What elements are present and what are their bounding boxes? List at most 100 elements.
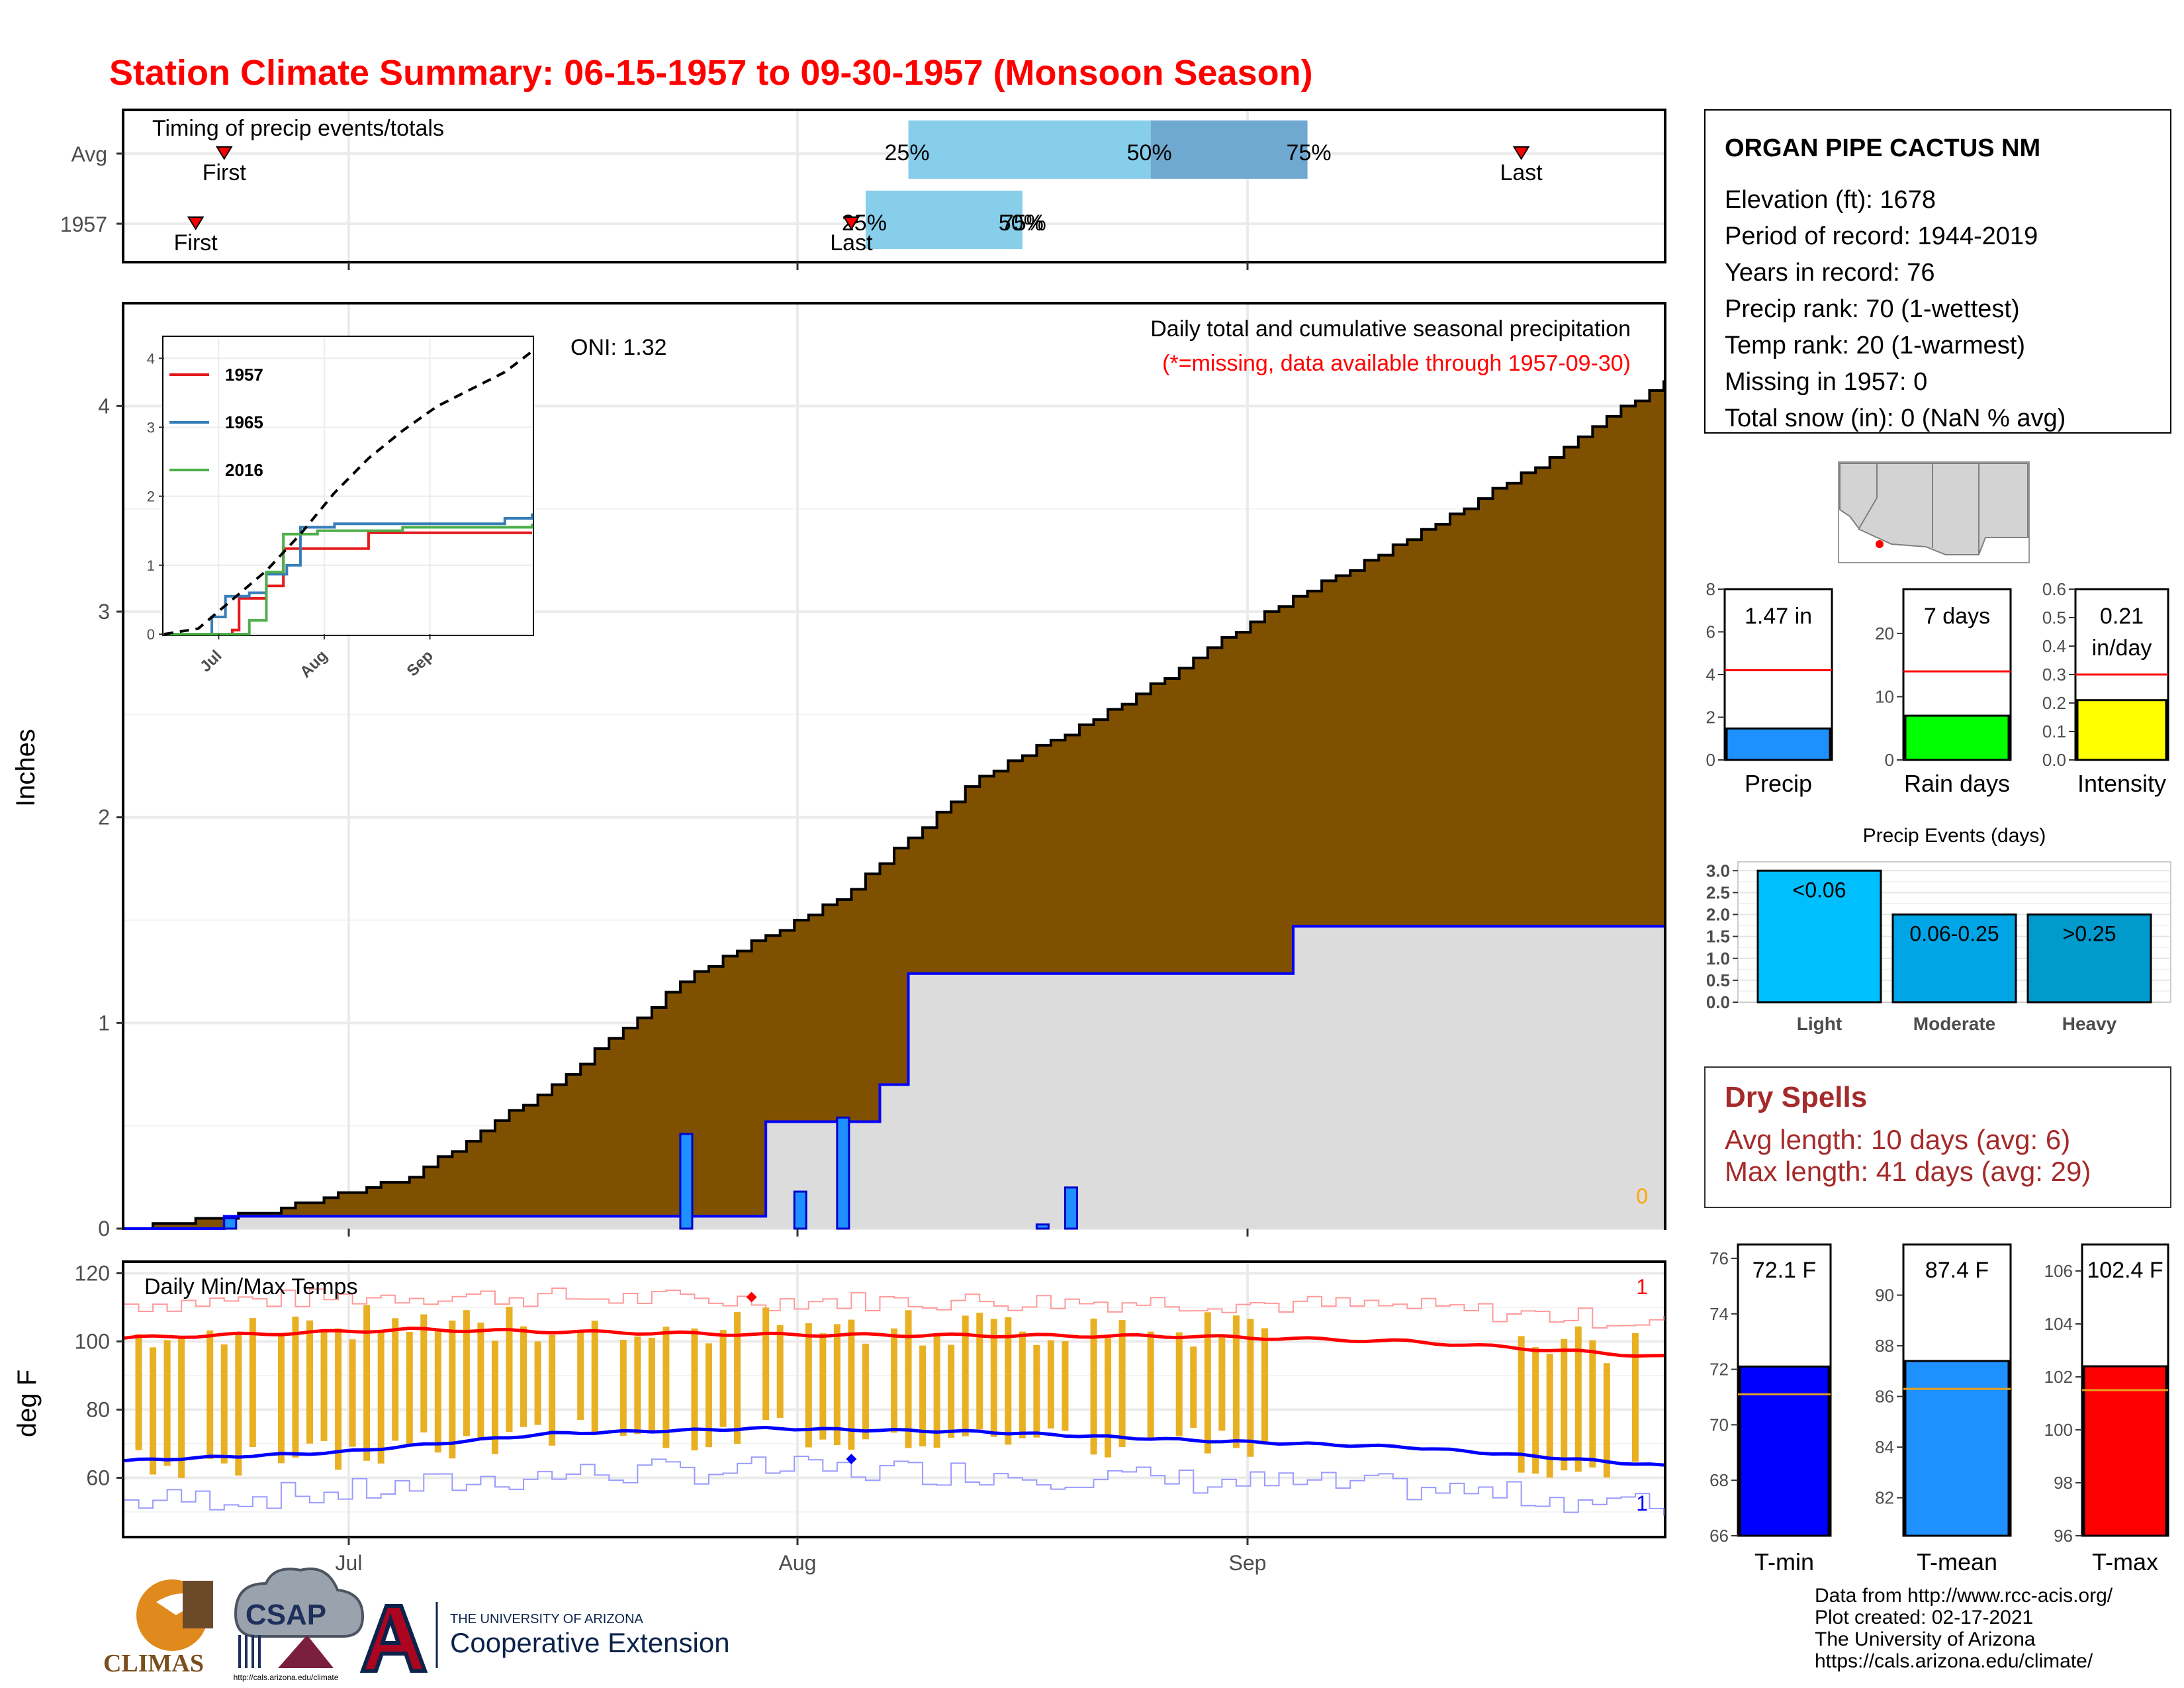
stat-bar-value-unit: in/day [2092, 635, 2152, 661]
temp-bar-fill [1904, 1360, 2010, 1537]
daily-temp-range-bar [591, 1321, 598, 1435]
daily-temp-range-bar [819, 1333, 827, 1440]
daily-temp-range-bar [948, 1344, 955, 1438]
inset-y-tick-label: 0 [147, 626, 155, 643]
inset-legend-label: 1965 [225, 412, 263, 432]
inset-frame [162, 336, 534, 636]
inset-y-tick-label: 3 [147, 419, 155, 436]
csap-rain-icon [238, 1635, 261, 1668]
daily-temp-range-bar [449, 1320, 456, 1459]
temp-bar-y-tick-label: 88 [1875, 1336, 1894, 1356]
daily-temp-range-bar [1546, 1354, 1553, 1478]
csap-url: http://cals.arizona.edu/climate [234, 1673, 339, 1682]
daily-temp-range-bar [1261, 1328, 1268, 1443]
daily-temp-range-bar [805, 1323, 812, 1448]
daily-temp-range-bar [1005, 1317, 1012, 1445]
university-of-arizona-logo: THE UNIVERSITY OF ARIZONA Cooperative Ex… [359, 1602, 730, 1673]
stat-bar-y-tick-label: 0 [1885, 750, 1894, 770]
temp-bar-y-tick-label: 104 [2044, 1314, 2073, 1334]
daily-precip-bar [1064, 1186, 1078, 1230]
daily-temp-range-bar [534, 1341, 541, 1425]
credit-line: The University of Arizona [1815, 1628, 2036, 1650]
temp-bar-y-tick-label: 74 [1709, 1304, 1729, 1324]
inset-line-1965 [164, 513, 533, 635]
stat-bar-label: Precip [1745, 770, 1812, 797]
credit-line: https://cals.arizona.edu/climate/ [1815, 1650, 2093, 1672]
inset-y-tick-label: 2 [147, 489, 155, 505]
map-state-borders [1858, 463, 1979, 555]
stat-bar-y-tick-label: 0.3 [2042, 665, 2066, 684]
stat-bar-y-tick-label: 0.0 [2042, 750, 2066, 770]
timing-label-p50: 50% [1127, 140, 1172, 165]
precip-y-tick-label: 1 [98, 1011, 110, 1035]
daily-temp-range-bar [577, 1331, 584, 1421]
daily-temp-range-bar [848, 1319, 855, 1450]
record-min-line [124, 1456, 1664, 1516]
daily-temp-range-bar [392, 1318, 399, 1441]
csap-wordmark: CSAP [246, 1599, 326, 1631]
stat-bar-y-tick-label: 0.5 [2042, 608, 2066, 628]
events-y-tick-label: 0.5 [1706, 970, 1730, 990]
stat-bar-y-tick-label: 0.2 [2042, 693, 2066, 713]
credit-line: Plot created: 02-17-2021 [1815, 1607, 2033, 1628]
credit-line: Data from http://www.rcc-acis.org/ [1815, 1585, 2113, 1607]
events-y-tick-label: 1.5 [1706, 927, 1730, 947]
stat-bar-label: Intensity [2077, 770, 2166, 797]
stat-bar-value: 1.47 in [1745, 604, 1812, 629]
daily-temp-range-bar [292, 1316, 299, 1458]
stat-bar-label: Rain days [1904, 770, 2010, 797]
timing-first-marker [215, 146, 233, 160]
daily-temp-range-bar [420, 1314, 428, 1432]
temp-bar-y-tick-label: 82 [1875, 1488, 1894, 1508]
daily-temp-range-bar [762, 1307, 770, 1420]
precip-y-tick-label: 3 [98, 600, 110, 624]
temp-bar-y-tick-label: 68 [1709, 1470, 1729, 1490]
timing-first-label: First [203, 160, 247, 185]
daily-temp-range-bar [648, 1337, 655, 1432]
precip-y-tick-label: 4 [98, 394, 110, 418]
daily-temp-range-bar [1019, 1331, 1026, 1438]
daily-temp-range-bar [1105, 1338, 1112, 1458]
climas-block-icon [183, 1581, 213, 1628]
daily-temp-range-bar [1532, 1347, 1539, 1474]
temp-bar-value: 87.4 F [1925, 1258, 1989, 1283]
page-title: Station Climate Summary: 06-15-1957 to 0… [109, 53, 1313, 93]
inset-y-tick-label: 1 [147, 557, 155, 574]
events-bar-range: 0.06-0.25 [1909, 922, 1999, 946]
temp-bar-y-tick-label: 96 [2054, 1526, 2073, 1546]
stat-bar-y-tick-label: 0.6 [2042, 579, 2066, 599]
temp-bar-y-tick-label: 72 [1709, 1360, 1729, 1380]
events-x-label: Light [1797, 1013, 1842, 1034]
daily-temp-range-bar [1047, 1340, 1054, 1429]
daily-temp-range-bar [976, 1312, 983, 1430]
temp-x-tick-label: Sep [1229, 1551, 1267, 1575]
timing-last-marker [1512, 146, 1530, 160]
temp-bar-value: 102.4 F [2087, 1258, 2163, 1283]
temp-bar-label: T-min [1754, 1548, 1814, 1575]
station-location-dot [1876, 540, 1884, 548]
daily-temp-range-bar [235, 1332, 242, 1476]
timing-label-p75: 75% [1287, 140, 1332, 165]
precip-events-chart: Precip Events (days) <0.06 Light 0.06-0.25… [1706, 825, 2171, 1034]
events-x-label: Moderate [1913, 1013, 1995, 1034]
events-y-tick-label: 3.0 [1706, 861, 1730, 880]
dry-spells-max: Max length: 41 days (avg: 29) [1725, 1156, 2091, 1187]
temp-x-tick-label: Aug [779, 1551, 817, 1575]
daily-temp-range-bar [377, 1331, 385, 1464]
observed-cumulative-area [124, 926, 1664, 1229]
daily-temp-range-bar [705, 1343, 713, 1448]
daily-temp-range-bar [862, 1343, 869, 1440]
daily-temp-range-bar [335, 1328, 342, 1470]
daily-temp-range-bar [1190, 1346, 1197, 1428]
daily-temp-range-bar [919, 1345, 927, 1447]
csap-cloud-icon [234, 1568, 365, 1638]
precip-y-tick-label: 2 [98, 806, 110, 829]
timing-first-label: First [174, 230, 218, 256]
daily-precip-bar [223, 1217, 238, 1230]
temp-bar-label: T-max [2092, 1548, 2158, 1575]
dry-spells-avg: Avg length: 10 days (avg: 6) [1725, 1124, 2070, 1155]
stat-bar-y-tick-label: 8 [1706, 579, 1715, 599]
temp-bar-y-tick-label: 84 [1875, 1437, 1894, 1457]
station-name: ORGAN PIPE CACTUS NM [1725, 134, 2040, 162]
